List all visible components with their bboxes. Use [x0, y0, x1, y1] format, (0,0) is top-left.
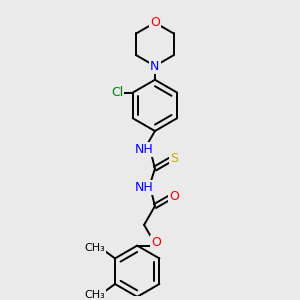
Text: O: O	[151, 236, 161, 249]
Text: Cl: Cl	[111, 86, 123, 99]
Text: S: S	[170, 152, 178, 165]
Text: O: O	[169, 190, 179, 203]
Text: CH₃: CH₃	[84, 290, 105, 300]
Text: CH₃: CH₃	[84, 243, 105, 253]
Text: NH: NH	[135, 181, 154, 194]
Text: NH: NH	[135, 143, 154, 156]
Text: O: O	[150, 16, 160, 29]
Text: N: N	[150, 59, 160, 73]
